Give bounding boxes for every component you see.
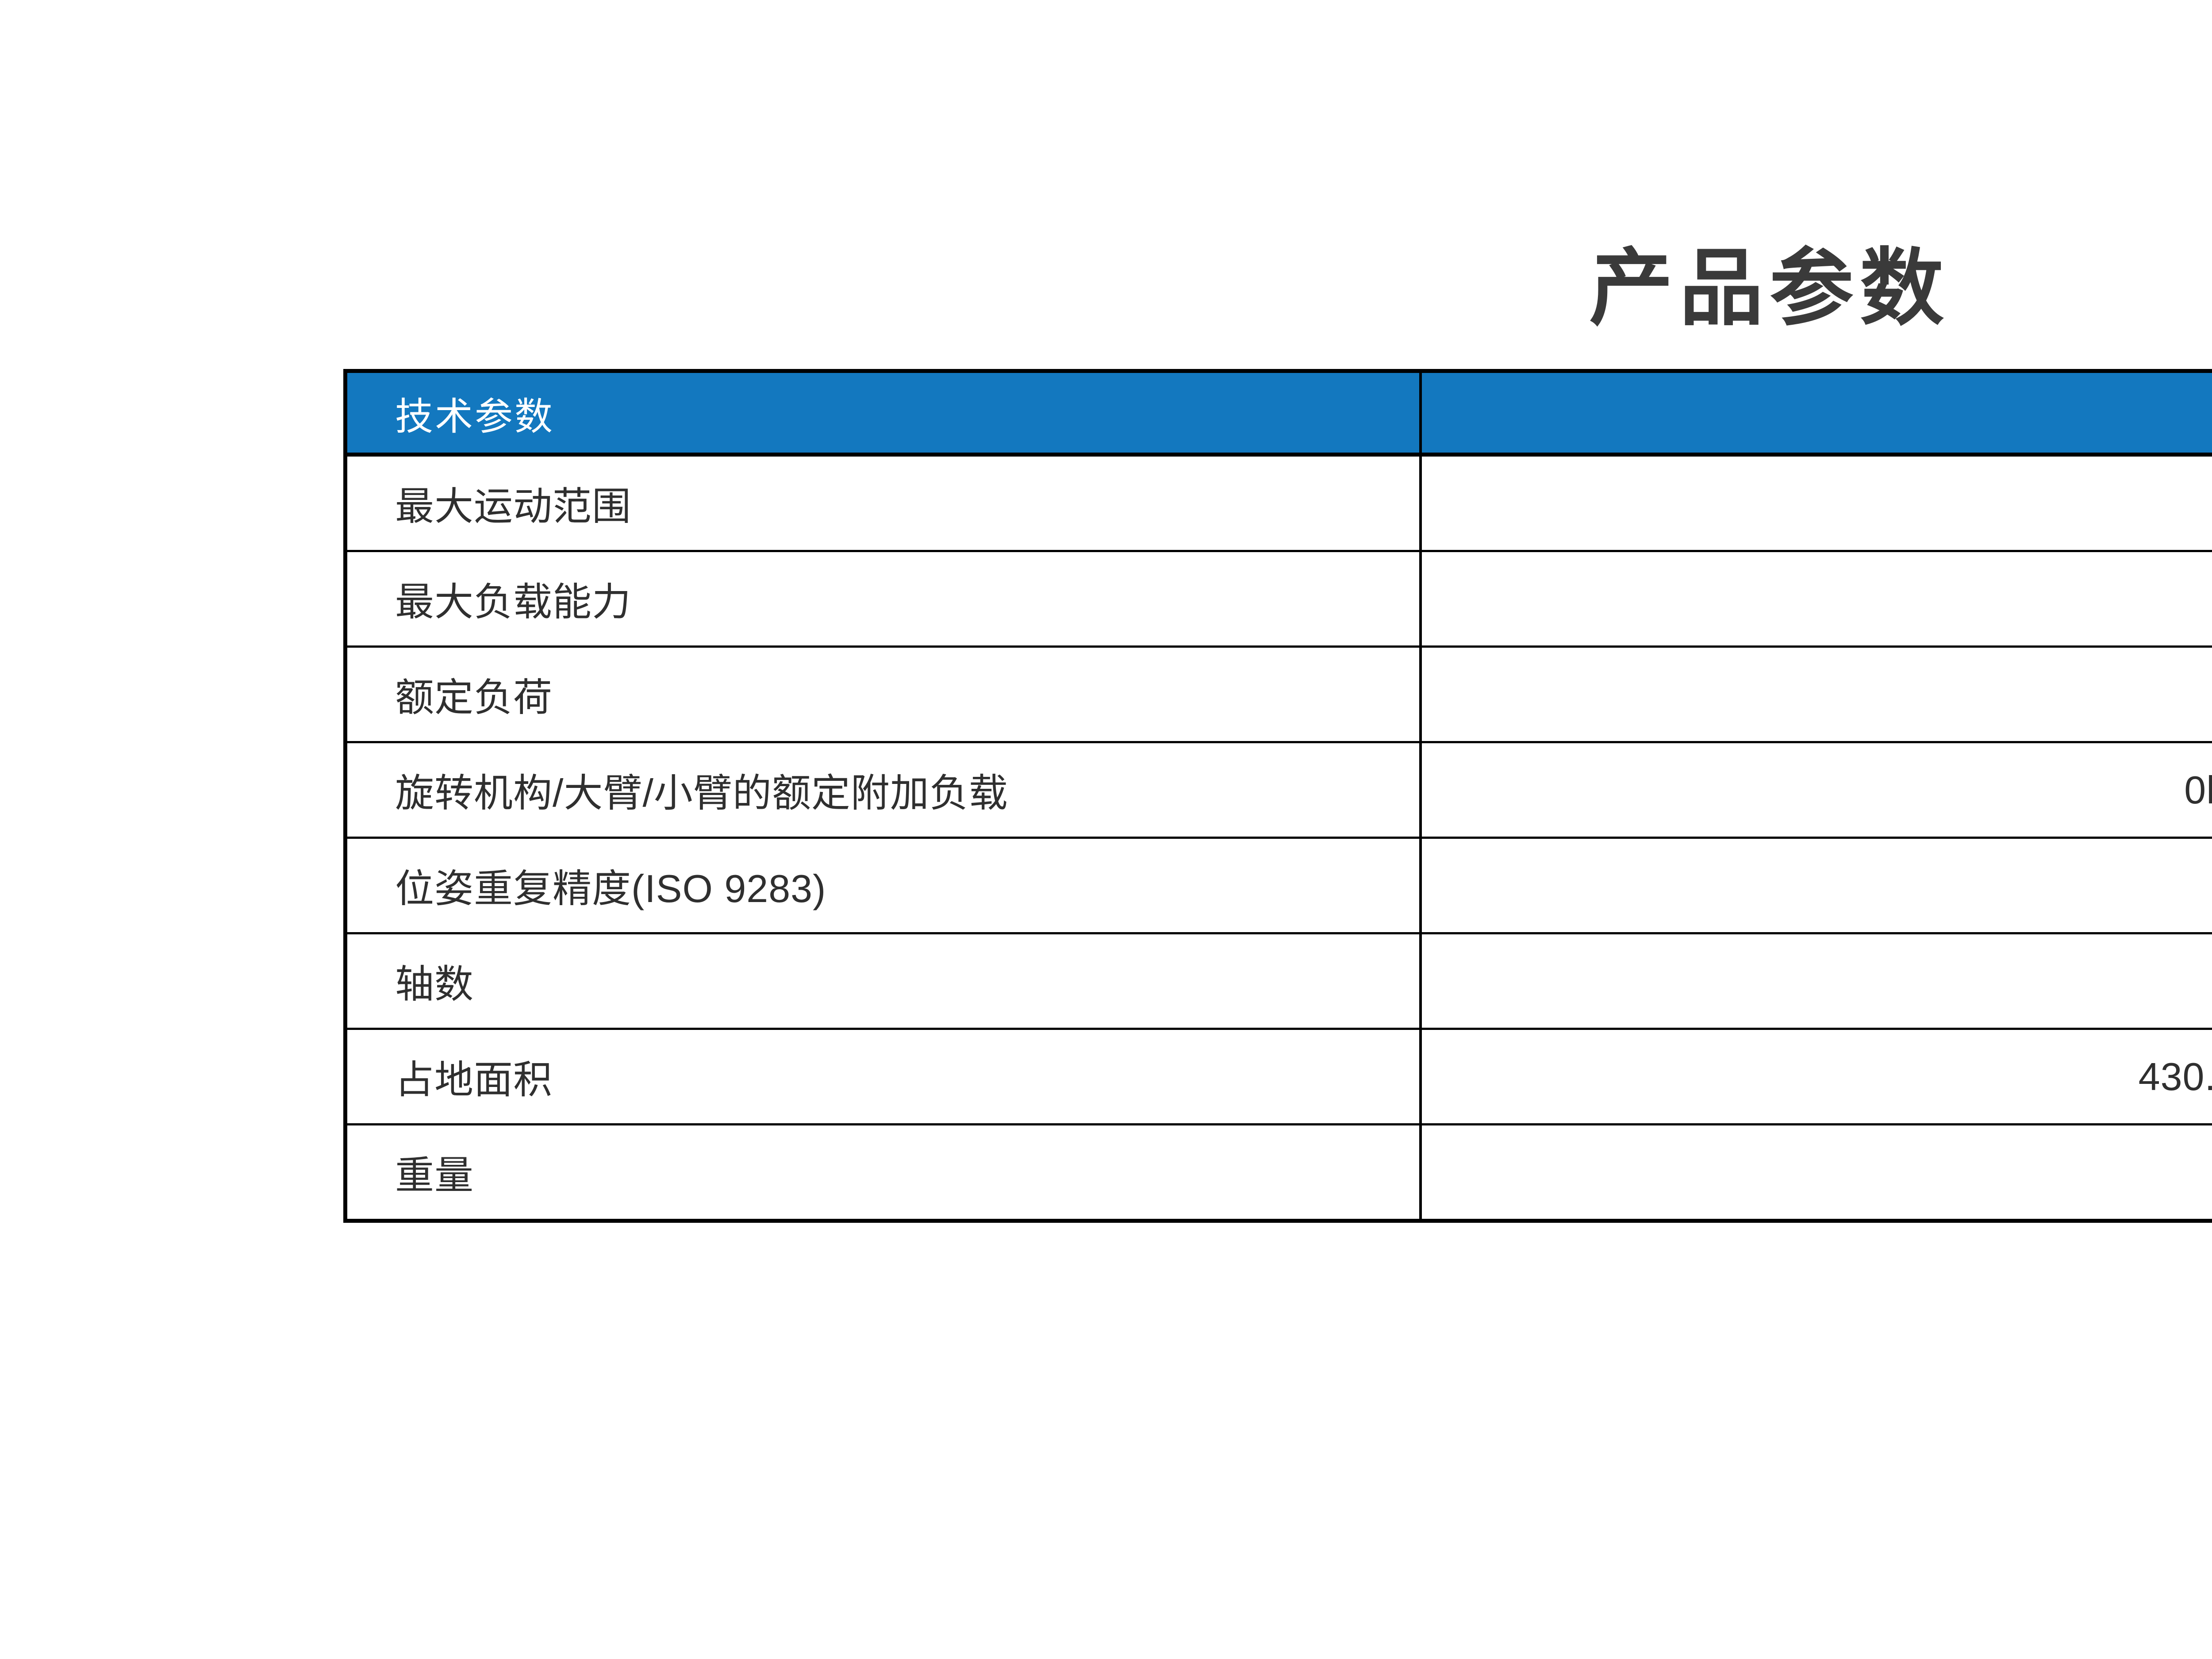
spec-label-cell: 轴数 (343, 933, 1422, 1030)
table-row: 轴数6 (343, 933, 2212, 1030)
page-title: 产品参数 (1589, 239, 1950, 338)
spec-value-cell: 1813 mm (1420, 454, 2212, 552)
spec-label-cell: 位姿重复精度(ISO 9283) (343, 837, 1422, 934)
table-header-row: 技术参数 (343, 369, 2212, 457)
spec-label-cell: 旋转机构/大臂/小臂的额定附加负载 (343, 742, 1422, 839)
column-header-value (1420, 369, 2212, 457)
table-row: 位姿重复精度(ISO 9283)+0.04 mm (343, 837, 2212, 934)
spec-label-cell: 占地面积 (343, 1029, 1422, 1125)
table-row: 最大负载能力23.9 kg (343, 551, 2212, 648)
column-header-parameter: 技术参数 (343, 369, 1422, 457)
spec-value-cell: 约255kg (1420, 1124, 2212, 1223)
spec-label-cell: 重量 (343, 1124, 1422, 1223)
spec-value-cell: 20 kg (1420, 646, 2212, 743)
table-row: 重量约255kg (343, 1124, 2212, 1223)
spec-value-cell: 430.5 mmx370 mm (1420, 1029, 2212, 1125)
spec-label-cell: 最大运动范围 (343, 454, 1422, 552)
spec-label-cell: 额定负荷 (343, 646, 1422, 743)
table-row: 旋转机构/大臂/小臂的额定附加负载0kg/0kg/10 kg (343, 742, 2212, 839)
spec-value-cell: 0kg/0kg/10 kg (1420, 742, 2212, 839)
spec-value-cell: 23.9 kg (1420, 551, 2212, 648)
spec-label-cell: 最大负载能力 (343, 551, 1422, 648)
table-row: 最大运动范围1813 mm (343, 454, 2212, 552)
technical-spec-table: 技术参数 最大运动范围1813 mm最大负载能力23.9 kg额定负荷20 kg… (343, 369, 2212, 1223)
spec-value-cell: +0.04 mm (1420, 837, 2212, 934)
spec-value-cell: 6 (1420, 933, 2212, 1030)
table-row: 额定负荷20 kg (343, 646, 2212, 743)
